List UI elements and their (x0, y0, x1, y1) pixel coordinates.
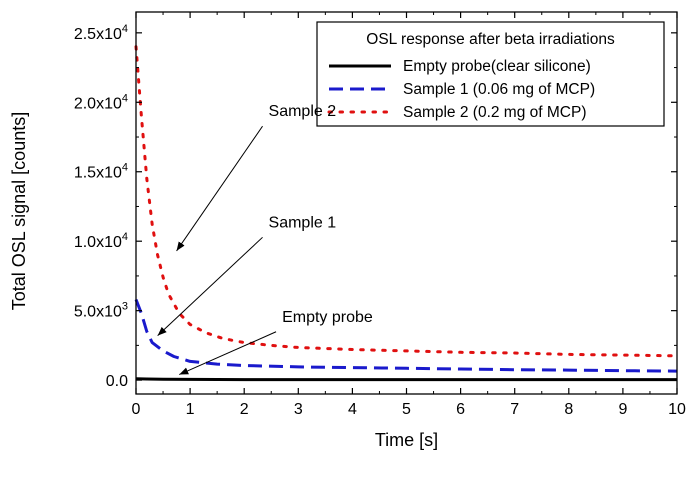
x-tick-label: 10 (668, 401, 686, 418)
x-axis-title: Time [s] (375, 430, 438, 450)
y-axis-title: Total OSL signal [counts] (9, 112, 29, 310)
y-tick-label: 2.0x104 (74, 92, 128, 112)
series-line-3 (134, 45, 679, 358)
x-tick-label: 6 (456, 401, 465, 418)
x-tick-label: 5 (402, 401, 411, 418)
y-tick-label: 2.5x104 (74, 23, 128, 43)
y-tick-label: 0.0 (106, 373, 128, 390)
annotation-label-2: Sample 1 (269, 214, 337, 231)
x-tick-label: 0 (132, 401, 141, 418)
series-line-1 (135, 377, 677, 382)
x-tick-label: 2 (240, 401, 249, 418)
annotation-arrow-2 (157, 236, 263, 337)
legend-entry-2: Sample 1 (0.06 mg of MCP) (403, 81, 595, 98)
annotation-label-3: Empty probe (282, 309, 373, 326)
annotation-arrow-1 (176, 125, 263, 252)
legend-box (316, 21, 665, 127)
series-line-2 (134, 298, 678, 373)
y-tick-label: 5.0x103 (74, 301, 128, 321)
x-tick-label: 9 (618, 401, 627, 418)
x-tick-label: 3 (294, 401, 303, 418)
x-tick-label: 1 (186, 401, 195, 418)
x-tick-label: 7 (510, 401, 519, 418)
x-tick-label: 4 (348, 401, 357, 418)
annotation-arrow-3 (179, 331, 277, 376)
x-tick-label: 8 (564, 401, 573, 418)
legend-entry-1: Empty probe(clear silicone) (403, 58, 591, 75)
y-tick-label: 1.0x104 (74, 231, 128, 251)
y-tick-label: 1.5x104 (74, 162, 128, 182)
annotation-label-1: Sample 2 (269, 103, 337, 120)
legend-title: OSL response after beta irradiations (366, 31, 615, 48)
legend-entry-3: Sample 2 (0.2 mg of MCP) (403, 104, 586, 121)
